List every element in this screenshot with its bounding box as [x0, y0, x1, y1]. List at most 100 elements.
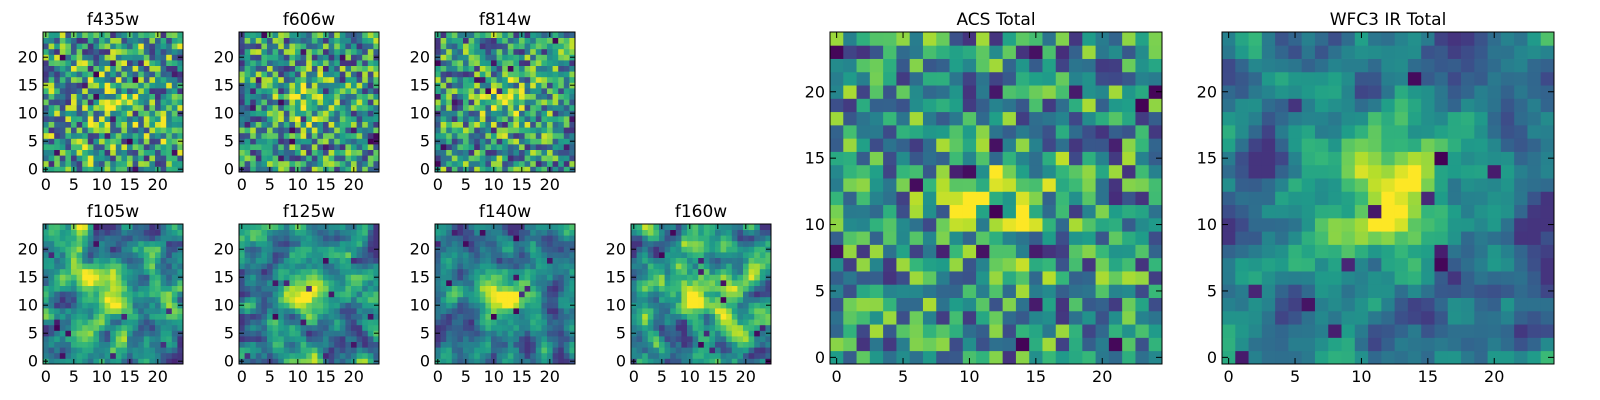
heatmap-cell	[563, 138, 570, 145]
heatmap-cell	[283, 43, 290, 50]
heatmap-cell	[507, 149, 514, 156]
heatmap-cell	[244, 43, 251, 50]
heatmap-cell	[1042, 244, 1057, 259]
heatmap-cell	[681, 280, 688, 286]
heatmap-cell	[334, 291, 341, 298]
heatmap-cell	[513, 144, 520, 150]
heatmap-cell	[351, 296, 357, 303]
heatmap-cell	[496, 65, 503, 72]
heatmap-cell	[239, 324, 245, 331]
heatmap-cell	[485, 240, 492, 247]
heatmap-cell	[1069, 178, 1083, 192]
heatmap-cell	[653, 324, 660, 331]
heatmap-cell	[513, 330, 520, 337]
heatmap-cell	[440, 132, 447, 139]
heatmap-cell	[317, 263, 324, 270]
heatmap-cell	[250, 336, 257, 342]
heatmap-cell	[289, 352, 296, 359]
heatmap-cell	[328, 280, 335, 286]
heatmap-cell	[468, 93, 475, 100]
heatmap-cell	[110, 54, 117, 61]
heatmap-cell	[530, 121, 537, 128]
heatmap-cell	[513, 76, 520, 83]
heatmap-cell	[485, 138, 492, 145]
heatmap-cell	[362, 229, 369, 236]
heatmap-cell	[709, 274, 716, 281]
heatmap-cell	[541, 76, 548, 83]
heatmap-cell	[317, 268, 324, 275]
heatmap-cell	[306, 32, 313, 38]
heatmap-cell	[485, 110, 492, 117]
heatmap-cell	[703, 313, 710, 320]
heatmap-cell	[367, 285, 374, 292]
heatmap-cell	[1082, 324, 1096, 338]
heatmap-cell	[334, 82, 341, 89]
heatmap-cell	[362, 132, 369, 139]
heatmap-cell	[177, 149, 184, 156]
heatmap-cell	[289, 341, 296, 348]
heatmap-cell	[115, 347, 122, 354]
heatmap-cell	[121, 43, 128, 50]
heatmap-cell	[631, 352, 637, 359]
heatmap-cell	[115, 252, 122, 258]
x-tick-label: 15	[708, 367, 728, 386]
heatmap-cell	[104, 246, 111, 253]
heatmap-cell	[737, 257, 744, 264]
heatmap-cell	[569, 296, 576, 303]
heatmap-cell	[345, 347, 352, 354]
heatmap-cell	[759, 291, 766, 298]
heatmap-cell	[681, 330, 688, 337]
heatmap-cell	[160, 302, 167, 309]
heatmap-cell	[250, 274, 257, 281]
heatmap-cell	[334, 60, 341, 66]
heatmap-cell	[675, 308, 682, 314]
heatmap-cell	[267, 330, 273, 337]
heatmap-cell	[71, 280, 77, 286]
heatmap-cell	[328, 263, 335, 270]
heatmap-cell	[149, 240, 156, 247]
heatmap-cell	[558, 88, 565, 94]
heatmap-cell	[687, 347, 693, 354]
heatmap-cell	[93, 240, 100, 247]
heatmap-cell	[283, 319, 290, 326]
heatmap-cell	[457, 32, 464, 38]
heatmap-cell	[239, 121, 245, 128]
heatmap-cell	[748, 235, 755, 242]
heatmap-cell	[569, 240, 576, 247]
heatmap-cell	[485, 341, 492, 348]
heatmap-cell	[278, 246, 285, 253]
x-tick-label: 20	[736, 367, 756, 386]
heatmap-cell	[323, 138, 329, 145]
heatmap-cell	[54, 166, 61, 173]
heatmap-cell	[149, 104, 156, 111]
heatmap-cell	[334, 341, 341, 348]
heatmap-cell	[143, 240, 150, 247]
heatmap-cell	[659, 257, 665, 264]
heatmap-cell	[642, 224, 649, 230]
heatmap-cell	[552, 88, 559, 94]
heatmap-cell	[115, 37, 122, 44]
heatmap-cell	[496, 224, 503, 230]
heatmap-cell	[99, 291, 105, 298]
heatmap-cell	[535, 274, 542, 281]
heatmap-cell	[104, 160, 111, 167]
heatmap-cell	[440, 308, 447, 314]
heatmap-cell	[110, 302, 117, 309]
heatmap-cell	[558, 132, 565, 139]
heatmap-cell	[65, 166, 72, 173]
heatmap-cell	[339, 82, 346, 89]
heatmap-cell	[54, 48, 61, 55]
heatmap-cell	[43, 48, 49, 55]
heatmap-cell	[155, 296, 161, 303]
heatmap-cell	[569, 88, 576, 94]
heatmap-cell	[362, 48, 369, 55]
heatmap-cell	[513, 285, 520, 292]
heatmap-cell	[759, 268, 766, 275]
heatmap-cell	[922, 151, 937, 166]
heatmap-cell	[547, 48, 553, 55]
heatmap-cell	[110, 48, 117, 55]
heatmap-cell	[869, 191, 884, 206]
heatmap-cell	[334, 347, 341, 354]
heatmap-cell	[160, 54, 167, 61]
heatmap-cell	[289, 324, 296, 331]
